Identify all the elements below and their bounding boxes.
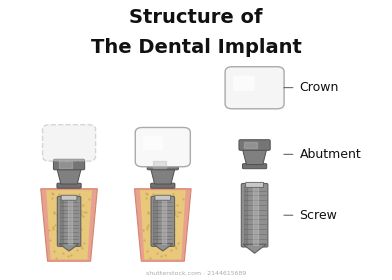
Polygon shape <box>59 244 79 251</box>
FancyBboxPatch shape <box>233 96 276 105</box>
Polygon shape <box>134 189 191 261</box>
Polygon shape <box>243 244 266 253</box>
FancyBboxPatch shape <box>151 183 175 188</box>
FancyBboxPatch shape <box>233 76 255 91</box>
Text: Abutment: Abutment <box>299 148 361 161</box>
FancyBboxPatch shape <box>57 196 81 246</box>
FancyBboxPatch shape <box>225 67 284 109</box>
FancyBboxPatch shape <box>243 164 267 169</box>
Polygon shape <box>140 190 186 260</box>
Text: The Dental Implant: The Dental Implant <box>91 38 301 57</box>
FancyBboxPatch shape <box>57 183 81 188</box>
Polygon shape <box>41 189 97 261</box>
FancyBboxPatch shape <box>239 140 270 150</box>
FancyBboxPatch shape <box>42 125 96 161</box>
FancyBboxPatch shape <box>246 182 263 187</box>
FancyBboxPatch shape <box>147 159 178 170</box>
Polygon shape <box>152 244 173 251</box>
Polygon shape <box>57 169 81 184</box>
FancyBboxPatch shape <box>135 127 191 167</box>
FancyBboxPatch shape <box>241 183 268 247</box>
Text: Screw: Screw <box>299 209 338 222</box>
Polygon shape <box>151 169 175 184</box>
FancyBboxPatch shape <box>61 195 77 200</box>
Text: Crown: Crown <box>299 81 339 94</box>
FancyBboxPatch shape <box>53 159 85 170</box>
FancyBboxPatch shape <box>151 196 174 246</box>
FancyBboxPatch shape <box>143 155 183 163</box>
Text: shutterstock.com · 2144615689: shutterstock.com · 2144615689 <box>146 271 246 276</box>
FancyBboxPatch shape <box>155 195 171 200</box>
FancyBboxPatch shape <box>143 136 163 150</box>
Polygon shape <box>46 190 92 260</box>
Text: Structure of: Structure of <box>129 8 263 27</box>
Polygon shape <box>243 149 267 165</box>
